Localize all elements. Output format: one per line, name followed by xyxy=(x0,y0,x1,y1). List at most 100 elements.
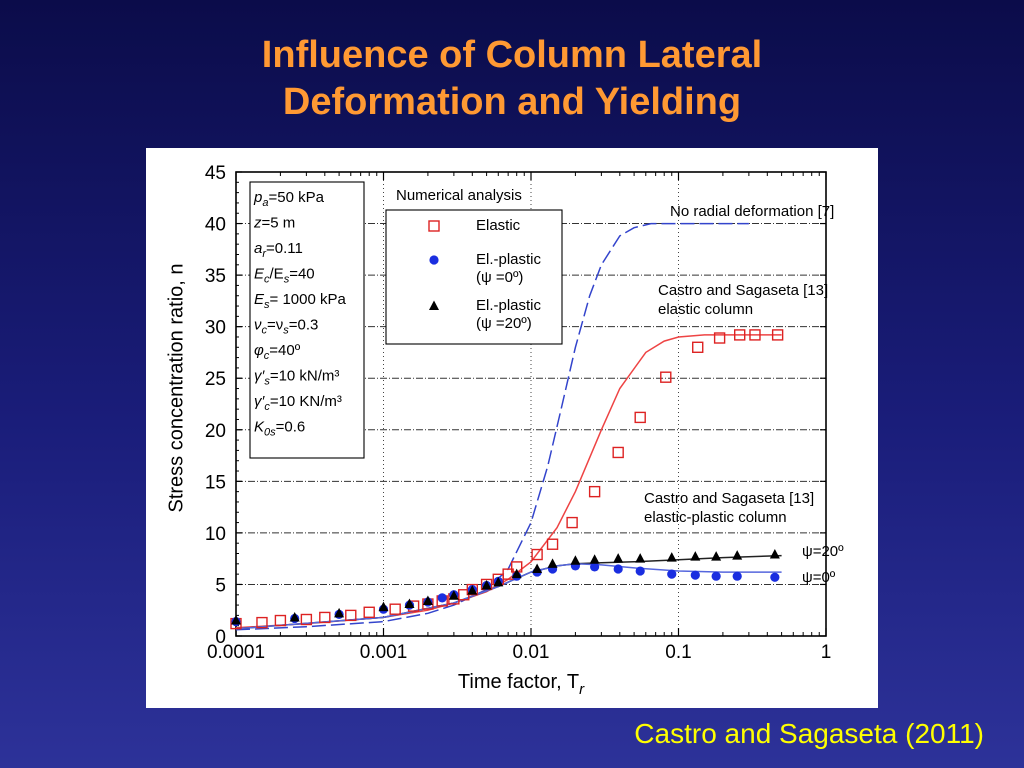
data-point xyxy=(231,615,241,625)
parameter-line: γ′s=10 kN/m³ xyxy=(254,368,339,388)
parameter-line: Es= 1000 kPa xyxy=(254,291,346,311)
data-point xyxy=(690,551,701,561)
data-point xyxy=(546,538,559,550)
legend-label-line2: (ψ =20º) xyxy=(476,315,532,332)
slide-title-line1: Influence of Column Lateral xyxy=(261,34,763,76)
data-point xyxy=(511,568,522,579)
parameter-line: νc=νs=0.3 xyxy=(254,317,318,337)
data-point xyxy=(429,255,439,265)
data-point xyxy=(590,562,600,572)
data-point xyxy=(437,593,447,603)
citation: Castro and Sagaseta (2011) xyxy=(634,718,984,749)
slide-title-line2: Deformation and Yielding xyxy=(282,81,742,123)
data-point xyxy=(732,571,742,581)
annotation: ψ=0º xyxy=(802,569,836,586)
parameter-line: γ′c=10 KN/m³ xyxy=(254,393,342,413)
legend-frame xyxy=(385,209,563,345)
parameters-box: pa=50 kPa z=5 m ar=0.11 Ec/Es=40 Es= 1000 kP… xyxy=(249,181,365,459)
data-point xyxy=(612,446,624,459)
data-point xyxy=(589,554,600,564)
data-point xyxy=(711,551,722,561)
data-point xyxy=(771,329,784,341)
data-point xyxy=(692,341,704,353)
data-point xyxy=(667,569,677,579)
data-point xyxy=(635,566,645,576)
annotation: Castro and Sagaseta [13] xyxy=(658,282,828,299)
theory-curve xyxy=(235,563,782,630)
data-point xyxy=(711,571,721,581)
y-tick-label: 0 xyxy=(215,627,226,648)
legend-label: El.-plastic xyxy=(476,297,542,314)
data-point xyxy=(422,595,433,605)
data-point xyxy=(566,516,578,529)
parameter-line: Ec/Es=40 xyxy=(254,266,315,286)
data-point xyxy=(448,590,459,600)
theory-curve xyxy=(235,334,782,629)
data-point xyxy=(345,609,357,622)
y-tick-label: 35 xyxy=(205,266,226,287)
data-point xyxy=(769,549,780,559)
data-point xyxy=(300,613,313,626)
data-point xyxy=(613,553,624,563)
annotation-line2: elastic-plastic column xyxy=(644,509,787,526)
data-point xyxy=(634,411,646,424)
parameter-line: pa=50 kPa xyxy=(253,189,325,209)
data-point xyxy=(732,550,743,560)
data-point xyxy=(531,548,543,561)
data-point xyxy=(274,614,287,627)
y-tick-label: 40 xyxy=(205,215,226,236)
y-tick-label: 20 xyxy=(205,421,226,442)
y-axis-title-wrap: Stress concentration ratio, n xyxy=(162,228,192,548)
x-tick-label: 1 xyxy=(821,642,832,663)
parameter-line: z=5 m xyxy=(253,215,295,232)
annotation-line2: elastic column xyxy=(658,301,753,318)
annotation: ψ=20º xyxy=(802,543,844,560)
data-point xyxy=(588,485,601,498)
data-point xyxy=(690,570,700,580)
theory-curve xyxy=(235,222,749,631)
axes: 0 5 10 15 20 25 30 35 40 45 0.0001 0.001 0.01 0.1 1 xyxy=(205,163,831,663)
data-point xyxy=(334,607,345,618)
data-point xyxy=(429,300,439,310)
parameter-line: φc=40º xyxy=(254,342,301,362)
data-point xyxy=(570,555,581,565)
data-point xyxy=(467,585,478,595)
data-point xyxy=(289,611,300,622)
annotations: No radial deformation [7] Castro and Saga… xyxy=(644,203,844,586)
data-point xyxy=(749,329,761,341)
y-tick-label: 5 xyxy=(215,575,226,596)
data-point xyxy=(713,332,726,344)
data-point xyxy=(734,329,746,341)
x-axis-title-group: Time factor, Tr xyxy=(458,671,585,698)
y-tick-label: 15 xyxy=(205,472,226,493)
data-point xyxy=(547,558,558,568)
data-point xyxy=(635,553,646,563)
legend-label: Elastic xyxy=(476,217,521,234)
y-tick-label: 25 xyxy=(205,369,226,390)
y-tick-label: 45 xyxy=(205,163,226,184)
data-point xyxy=(389,603,401,615)
data-point xyxy=(613,564,623,574)
annotation: Castro and Sagaseta [13] xyxy=(644,490,814,507)
x-tick-label: 0.0001 xyxy=(207,642,265,663)
slide-title: Influence of Column Lateral Deformation … xyxy=(0,32,1024,126)
data-point xyxy=(666,552,677,562)
data-point xyxy=(493,576,504,587)
x-axis-title: Time factor, Tr xyxy=(458,671,585,698)
legend-label-line2: (ψ =0º) xyxy=(476,269,523,286)
data-point xyxy=(532,563,543,573)
parameter-line: ar=0.11 xyxy=(254,240,303,260)
data-point xyxy=(378,601,389,612)
data-point xyxy=(481,579,492,590)
x-tick-label: 0.01 xyxy=(513,642,550,663)
parameters-box-frame xyxy=(249,181,365,459)
data-point xyxy=(256,616,268,629)
x-tick-label: 0.1 xyxy=(665,642,691,663)
legend-title: Numerical analysis xyxy=(396,187,522,204)
chart-panel: 0 5 10 15 20 25 30 35 40 45 0.0001 0.001 0.01 0.1 1 pa… xyxy=(146,148,878,708)
data-point xyxy=(319,611,331,624)
parameter-line: K0s=0.6 xyxy=(254,419,305,439)
y-tick-label: 10 xyxy=(205,524,226,545)
y-tick-label: 30 xyxy=(205,318,226,339)
data-point xyxy=(363,606,375,618)
